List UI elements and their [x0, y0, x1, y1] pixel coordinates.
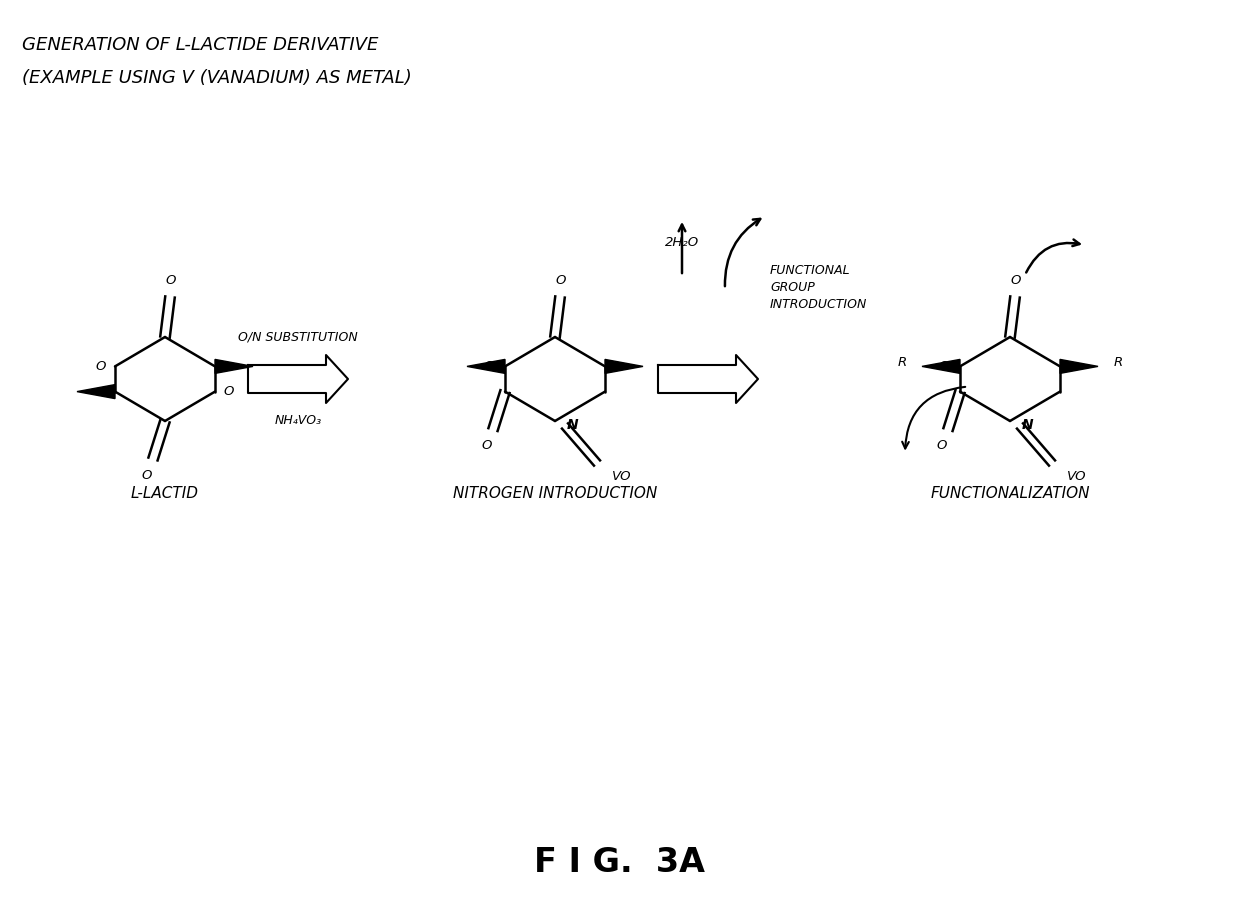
Text: FUNCTIONALIZATION: FUNCTIONALIZATION: [930, 485, 1090, 501]
Text: FUNCTIONAL
GROUP
INTRODUCTION: FUNCTIONAL GROUP INTRODUCTION: [770, 264, 867, 311]
Text: N: N: [567, 418, 579, 432]
Text: (EXAMPLE USING V (VANADIUM) AS METAL): (EXAMPLE USING V (VANADIUM) AS METAL): [22, 69, 412, 87]
Text: O: O: [936, 439, 947, 452]
Text: VO: VO: [613, 471, 631, 484]
Text: R: R: [1114, 356, 1122, 369]
Text: O: O: [484, 360, 495, 373]
Polygon shape: [467, 359, 505, 374]
Text: R: R: [898, 356, 906, 369]
Text: O: O: [223, 385, 234, 399]
Text: O: O: [939, 360, 949, 373]
Text: O/N SUBSTITUTION: O/N SUBSTITUTION: [238, 331, 358, 344]
Text: O: O: [556, 274, 567, 288]
Text: N: N: [1022, 418, 1034, 432]
Polygon shape: [248, 355, 348, 403]
Polygon shape: [77, 385, 115, 399]
Text: VO: VO: [1068, 471, 1086, 484]
Text: O: O: [1011, 274, 1022, 288]
Text: O: O: [166, 274, 176, 288]
Polygon shape: [1060, 359, 1097, 374]
Polygon shape: [923, 359, 960, 374]
Text: NH₄VO₃: NH₄VO₃: [274, 415, 321, 428]
Polygon shape: [215, 359, 253, 374]
Polygon shape: [658, 355, 758, 403]
Text: F I G.  3A: F I G. 3A: [534, 845, 706, 878]
Text: L-LACTID: L-LACTID: [131, 485, 198, 501]
Text: O: O: [95, 360, 107, 373]
Text: NITROGEN INTRODUCTION: NITROGEN INTRODUCTION: [453, 485, 657, 501]
Text: GENERATION OF L-LACTIDE DERIVATIVE: GENERATION OF L-LACTIDE DERIVATIVE: [22, 36, 378, 54]
Text: O: O: [482, 439, 492, 452]
Text: O: O: [141, 469, 153, 482]
Text: 2H₂O: 2H₂O: [665, 236, 699, 249]
Polygon shape: [605, 359, 644, 374]
